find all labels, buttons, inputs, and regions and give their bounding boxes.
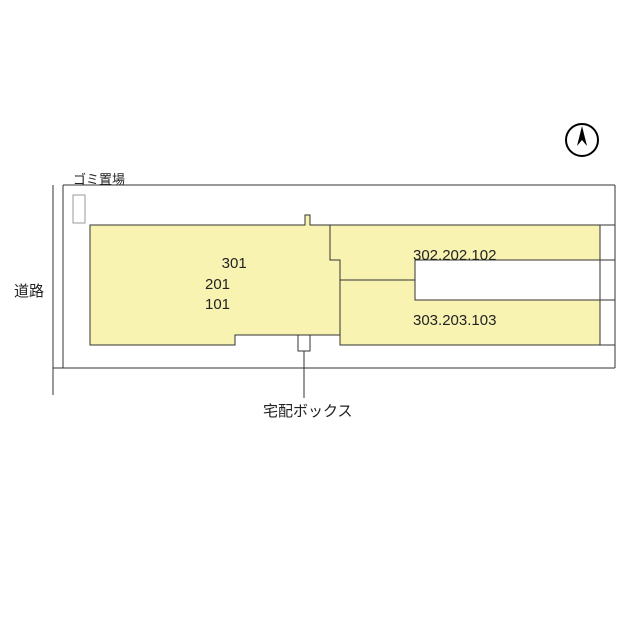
corridor-gap (415, 260, 600, 300)
garbage-area-label: ゴミ置場 (73, 169, 125, 188)
site-plan-canvas: 道路 (0, 0, 640, 640)
delivery-box-label: 宅配ボックス (263, 400, 353, 421)
unit-right-a-label: 302.202.102 (413, 247, 496, 264)
unit-left-labels: 301 201 101 (205, 234, 247, 335)
compass-icon (566, 124, 598, 156)
delivery-box-rect (298, 335, 310, 351)
right-notch-top (600, 225, 615, 260)
right-notch-bot (600, 300, 615, 345)
garbage-box (73, 195, 85, 223)
unit-right-b-label: 303.203.103 (413, 312, 496, 329)
plan-svg (0, 0, 640, 640)
